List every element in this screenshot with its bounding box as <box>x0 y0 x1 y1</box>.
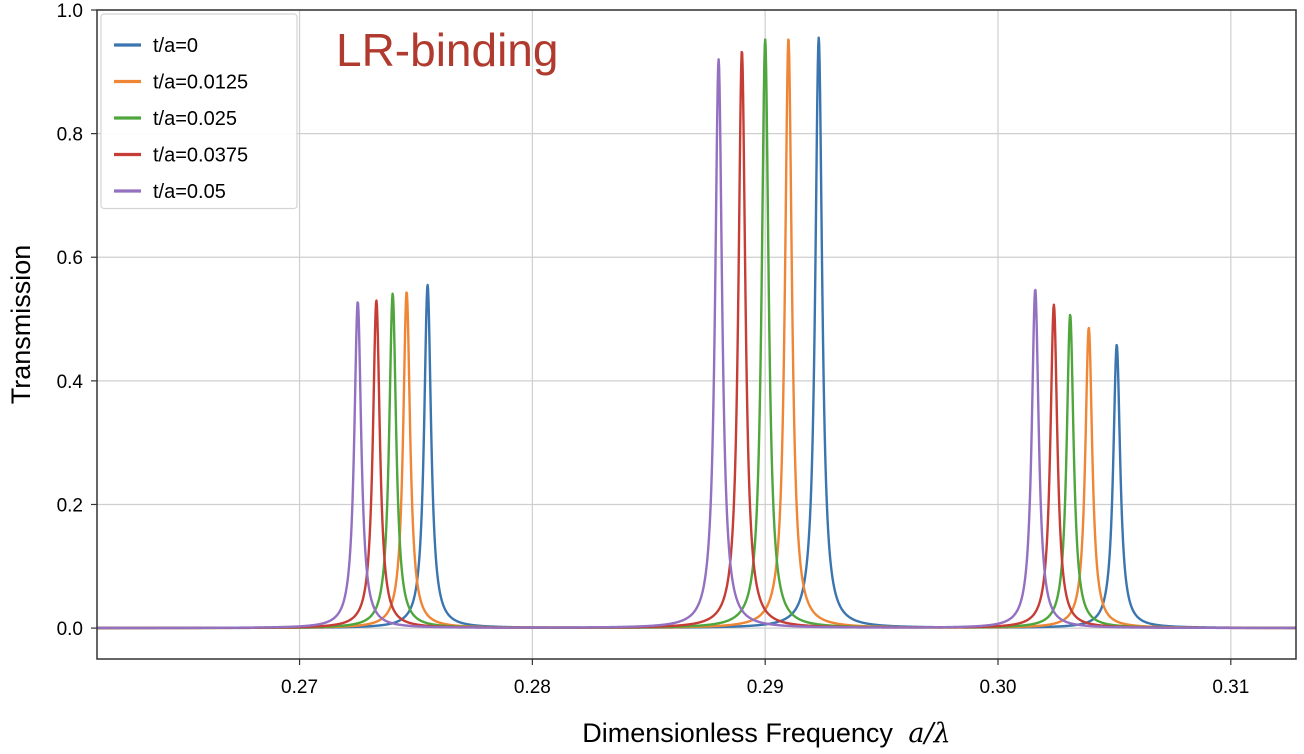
legend: t/a=0 t/a=0.0125 t/a=0.025 t/a=0.0375 t/a=0.… <box>100 13 298 210</box>
x-axis-ticks: 0.27 0.28 0.29 0.30 0.31 <box>281 659 1249 698</box>
x-axis-title-math: a/λ <box>908 718 950 749</box>
legend-entry-label: t/a=0.0375 <box>153 145 248 167</box>
y-tick-label: 0.2 <box>57 495 83 516</box>
y-axis-ticks: 0.0 0.2 0.4 0.6 0.8 1.0 <box>57 1 97 640</box>
plot-frame <box>96 9 1297 660</box>
y-tick-label: 1.0 <box>57 1 83 22</box>
x-tick-label: 0.28 <box>514 677 551 698</box>
legend-entry-label: t/a=0.025 <box>153 108 237 130</box>
y-tick-label: 0.4 <box>57 372 84 393</box>
x-tick-label: 0.27 <box>281 677 318 698</box>
x-tick-label: 0.29 <box>747 677 784 698</box>
legend-entry-label: t/a=0 <box>153 35 198 57</box>
y-tick-label: 0.6 <box>57 248 83 269</box>
legend-entry-label: t/a=0.0125 <box>153 72 248 94</box>
x-tick-label: 0.31 <box>1212 677 1249 698</box>
series-lines <box>96 36 1297 630</box>
legend-box <box>100 13 298 210</box>
y-tick-label: 0.8 <box>57 125 83 146</box>
series-line-4 <box>96 58 1297 630</box>
y-axis-title: Transmission <box>6 245 36 405</box>
annotation-label: LR-binding <box>336 24 558 76</box>
legend-entry-label: t/a=0.05 <box>153 181 226 203</box>
x-axis-title-text: Dimensionless Frequency <box>582 718 893 748</box>
x-axis-title: Dimensionless Frequency a/λ <box>582 718 950 749</box>
y-tick-label: 0.0 <box>57 619 83 640</box>
x-tick-label: 0.30 <box>980 677 1017 698</box>
